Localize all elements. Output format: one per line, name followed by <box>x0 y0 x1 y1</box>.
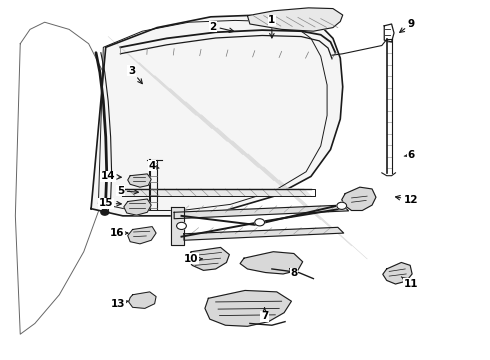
Polygon shape <box>128 174 151 187</box>
Polygon shape <box>122 189 311 196</box>
Circle shape <box>255 219 265 226</box>
Text: 11: 11 <box>401 277 418 289</box>
Text: 4: 4 <box>148 161 159 171</box>
Polygon shape <box>171 207 184 244</box>
Text: 15: 15 <box>98 198 122 208</box>
Circle shape <box>176 222 186 229</box>
Circle shape <box>337 202 346 210</box>
Polygon shape <box>187 247 229 270</box>
Circle shape <box>101 210 109 215</box>
Polygon shape <box>91 15 343 216</box>
Polygon shape <box>240 252 303 274</box>
Polygon shape <box>383 262 412 284</box>
Polygon shape <box>184 227 343 240</box>
Polygon shape <box>129 292 156 309</box>
Text: 14: 14 <box>101 171 122 181</box>
Text: 9: 9 <box>400 19 415 32</box>
Text: 5: 5 <box>117 186 138 196</box>
Polygon shape <box>205 291 292 326</box>
Text: 8: 8 <box>290 268 297 278</box>
Text: 16: 16 <box>110 228 128 238</box>
Text: 2: 2 <box>210 22 234 32</box>
Text: 10: 10 <box>184 254 202 264</box>
Polygon shape <box>174 205 348 219</box>
Text: 6: 6 <box>404 150 415 160</box>
Polygon shape <box>247 8 343 31</box>
Text: 13: 13 <box>111 299 128 309</box>
Polygon shape <box>124 199 151 215</box>
Text: 7: 7 <box>261 308 268 321</box>
Text: 3: 3 <box>128 66 142 84</box>
Polygon shape <box>128 226 156 244</box>
Polygon shape <box>342 187 376 211</box>
Text: 1: 1 <box>268 15 275 38</box>
Text: 12: 12 <box>395 195 418 205</box>
